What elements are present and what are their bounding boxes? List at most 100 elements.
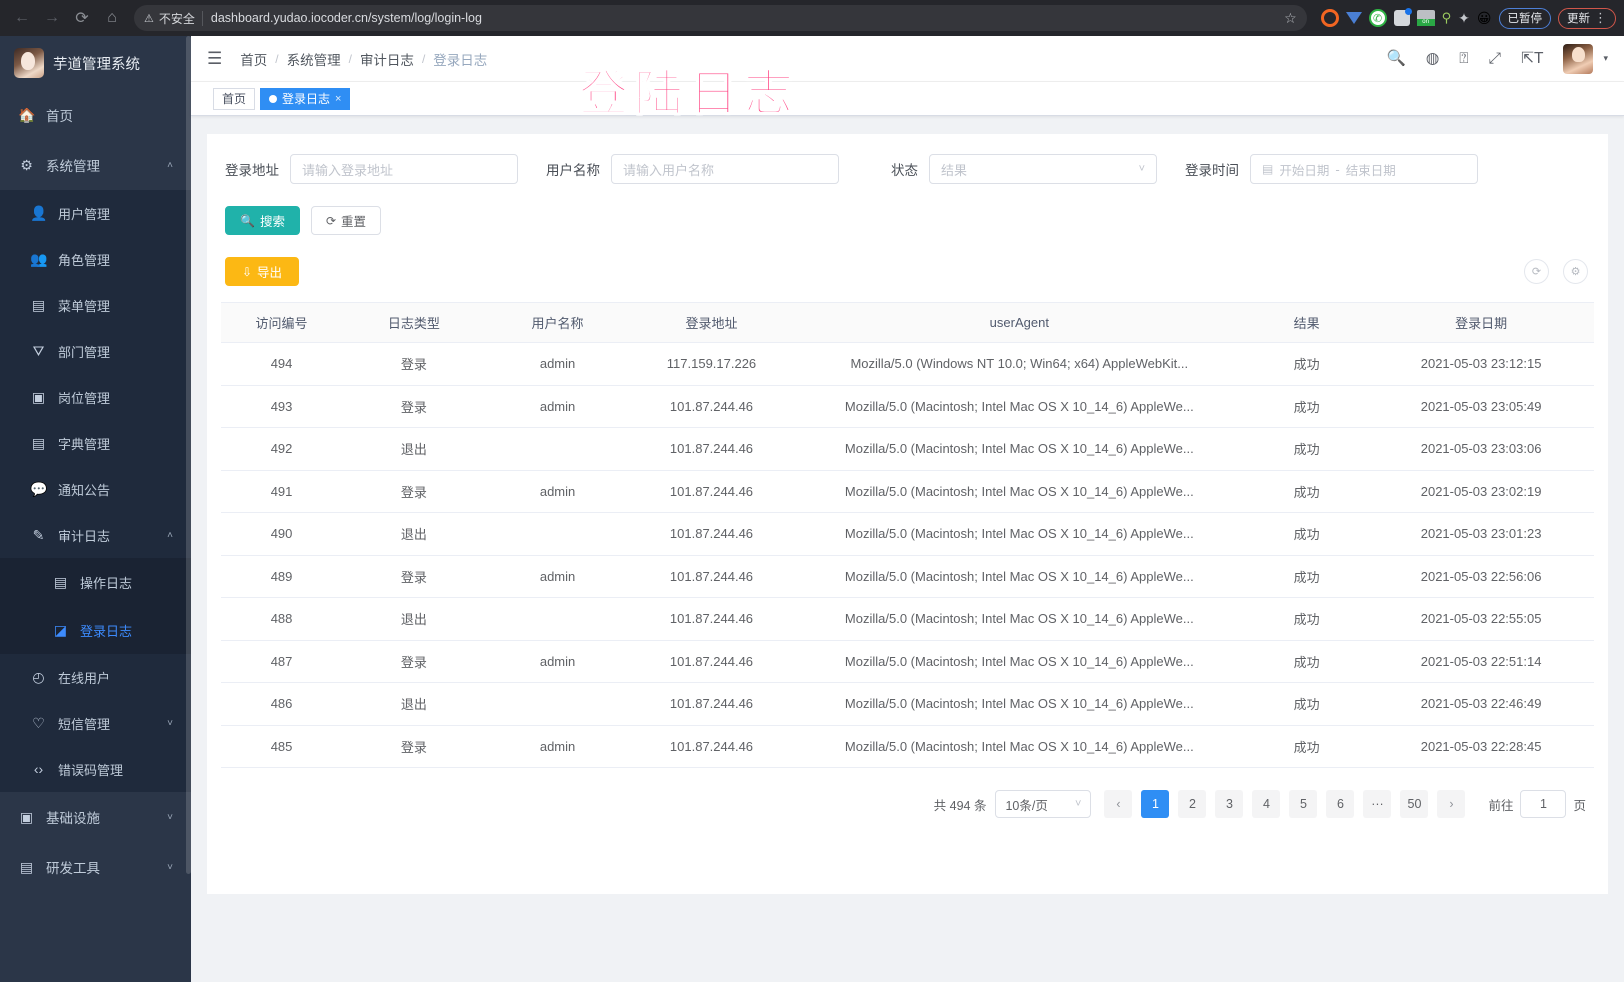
- sidebar-scrollbar[interactable]: [186, 36, 191, 874]
- breadcrumb-item-system[interactable]: 系统管理: [286, 52, 341, 68]
- translate-extension-icon[interactable]: [1416, 10, 1435, 26]
- breadcrumb-item-home[interactable]: 首页: [240, 52, 268, 68]
- active-dot-icon: [269, 94, 278, 103]
- page-button-2[interactable]: 2: [1178, 790, 1207, 818]
- end-date-placeholder: 结束日期: [1345, 163, 1396, 178]
- page-button-4[interactable]: 4: [1252, 790, 1281, 818]
- sidebar-item-online-user[interactable]: ◴ 在线用户: [0, 654, 191, 700]
- table-row[interactable]: 488 退出 101.87.244.46 Mozilla/5.0 (Macintosh…: [221, 597, 1594, 641]
- search-icon[interactable]: 🔍: [1386, 49, 1406, 67]
- reset-button[interactable]: ⟳ 重置: [310, 206, 382, 235]
- table-row[interactable]: 491 登录 admin 101.87.244.46 Mozilla/5.0 (Maci…: [221, 470, 1594, 513]
- puzzle-extension-icon[interactable]: ✦: [1458, 9, 1470, 26]
- wechat-extension-icon[interactable]: ✆: [1368, 9, 1387, 27]
- fullscreen-icon[interactable]: ⤢: [1488, 49, 1501, 67]
- table-row[interactable]: 487 登录 admin 101.87.244.46 Mozilla/5.0 (Maci…: [221, 640, 1594, 683]
- address-bar[interactable]: ⚠ 不安全 dashboard.yudao.iocoder.cn/system/…: [134, 5, 1307, 31]
- table-row[interactable]: 485 登录 admin 101.87.244.46 Mozilla/5.0 (Maci…: [221, 725, 1594, 768]
- column-header-user[interactable]: 用户名称: [485, 302, 630, 343]
- reload-icon: ⟳: [75, 10, 89, 27]
- search-button[interactable]: 🔍 搜索: [225, 206, 300, 235]
- sidebar-item-menu-mgmt[interactable]: ▤ 菜单管理: [0, 282, 191, 328]
- emoji-extension-icon[interactable]: 😀: [1476, 9, 1492, 26]
- refresh-icon[interactable]: ⟳: [1524, 259, 1549, 284]
- update-button[interactable]: 更新 ⋮: [1558, 7, 1616, 29]
- column-header-ua[interactable]: userAgent: [793, 302, 1246, 343]
- sidebar-item-dept-mgmt[interactable]: ⛛ 部门管理: [0, 328, 191, 374]
- paused-badge[interactable]: 已暂停: [1498, 7, 1551, 29]
- home-button[interactable]: ⌂: [98, 4, 126, 32]
- pin-extension-icon[interactable]: ⚲: [1441, 10, 1452, 25]
- cell-date: 2021-05-03 22:46:49: [1368, 682, 1594, 726]
- kebab-menu-icon[interactable]: ⋮: [1594, 10, 1607, 25]
- column-header-id[interactable]: 访问编号: [221, 302, 343, 343]
- table-row[interactable]: 489 登录 admin 101.87.244.46 Mozilla/5.0 (Maci…: [221, 555, 1594, 598]
- help-icon[interactable]: ⍰: [1459, 49, 1469, 67]
- page-button-6[interactable]: 6: [1326, 790, 1355, 818]
- cell-result: 成功: [1245, 512, 1369, 556]
- sidebar-item-audit-log[interactable]: ✎ 审计日志 ˄: [0, 512, 191, 558]
- page-button-5[interactable]: 5: [1289, 790, 1318, 818]
- table-row[interactable]: 490 退出 101.87.244.46 Mozilla/5.0 (Macintosh…: [221, 512, 1594, 556]
- github-icon[interactable]: ◍: [1425, 49, 1440, 67]
- avatar[interactable]: [1563, 43, 1594, 74]
- diamond-extension-icon[interactable]: [1345, 12, 1362, 24]
- username-input[interactable]: 请输入用户名称: [611, 154, 839, 184]
- column-header-ip[interactable]: 登录地址: [629, 302, 794, 343]
- sidebar-item-dict-mgmt[interactable]: ▤ 字典管理: [0, 420, 191, 466]
- forward-button[interactable]: →: [38, 4, 66, 32]
- table-row[interactable]: 492 退出 101.87.244.46 Mozilla/5.0 (Macintosh…: [221, 427, 1594, 471]
- chevron-down-icon[interactable]: ▾: [1603, 53, 1608, 63]
- sidebar-item-user-mgmt[interactable]: 👤 用户管理: [0, 190, 191, 236]
- cell-user: [485, 512, 630, 556]
- cell-user: admin: [485, 640, 630, 683]
- brand[interactable]: 芋道管理系统: [0, 36, 191, 90]
- sidebar-item-dev-tools[interactable]: ▤ 研发工具 ˅: [0, 842, 191, 892]
- sidebar-item-login-log[interactable]: ◪ 登录日志: [0, 606, 191, 654]
- column-header-result[interactable]: 结果: [1245, 302, 1369, 343]
- ring-extension-icon[interactable]: [1320, 9, 1339, 27]
- sidebar-item-notice[interactable]: 💬 通知公告: [0, 466, 191, 512]
- page-size-label: 10条/页: [1005, 798, 1048, 813]
- sidebar-item-infrastructure[interactable]: ▣ 基础设施 ˅: [0, 792, 191, 842]
- bookmark-star-icon[interactable]: ☆: [1284, 9, 1297, 26]
- sidebar-item-sms-mgmt[interactable]: ♡ 短信管理 ˅: [0, 700, 191, 746]
- tags-view: 首页 登录日志 ×: [191, 82, 1624, 116]
- column-settings-icon[interactable]: ⚙: [1563, 259, 1588, 284]
- page-button-1[interactable]: 1: [1141, 790, 1170, 818]
- next-page-button[interactable]: ›: [1437, 790, 1466, 818]
- sidebar-item-home[interactable]: 🏠 首页: [0, 90, 191, 140]
- breadcrumb-item-audit[interactable]: 审计日志: [359, 52, 414, 68]
- column-header-type[interactable]: 日志类型: [342, 302, 486, 343]
- back-button[interactable]: ←: [8, 4, 36, 32]
- note-extension-icon[interactable]: [1393, 8, 1412, 26]
- status-select[interactable]: 结果 ˅: [929, 154, 1157, 184]
- page-button-3[interactable]: 3: [1215, 790, 1244, 818]
- table-row[interactable]: 494 登录 admin 117.159.17.226 Mozilla/5.0 (Win…: [221, 342, 1594, 386]
- sidebar-item-error-code[interactable]: ‹› 错误码管理: [0, 746, 191, 792]
- reload-button[interactable]: ⟳: [68, 4, 96, 32]
- login-time-range-picker[interactable]: ▤ 开始日期 - 结束日期: [1250, 154, 1478, 184]
- prev-page-button[interactable]: ‹: [1104, 790, 1133, 818]
- tag-home[interactable]: 首页: [213, 87, 256, 110]
- sidebar-item-system[interactable]: ⚙ 系统管理 ˄: [0, 140, 191, 190]
- table-row[interactable]: 493 登录 admin 101.87.244.46 Mozilla/5.0 (Maci…: [221, 385, 1594, 428]
- page-button-last[interactable]: 50: [1400, 790, 1429, 818]
- font-size-icon[interactable]: ⇱T: [1521, 49, 1544, 67]
- login-addr-input[interactable]: 请输入登录地址: [290, 154, 518, 184]
- sidebar-item-role-mgmt[interactable]: 👥 角色管理: [0, 236, 191, 282]
- close-icon[interactable]: ×: [335, 92, 342, 105]
- cell-ua: Mozilla/5.0 (Macintosh; Intel Mac OS X 1…: [793, 597, 1246, 641]
- jumper-input[interactable]: 1: [1520, 790, 1567, 818]
- table-row[interactable]: 486 退出 101.87.244.46 Mozilla/5.0 (Macintosh…: [221, 682, 1594, 726]
- sidebar-item-operation-log[interactable]: ▤ 操作日志: [0, 558, 191, 606]
- tag-login-log[interactable]: 登录日志 ×: [260, 87, 351, 110]
- cell-ip: 101.87.244.46: [629, 512, 794, 556]
- insecure-warning-icon: ⚠: [144, 12, 154, 25]
- page-size-select[interactable]: 10条/页 ˅: [995, 790, 1092, 818]
- column-header-date[interactable]: 登录日期: [1368, 302, 1594, 343]
- page-ellipsis[interactable]: ···: [1363, 790, 1392, 818]
- hamburger-icon[interactable]: ☰: [207, 49, 223, 68]
- export-button[interactable]: ⇩ 导出: [225, 257, 299, 286]
- sidebar-item-post-mgmt[interactable]: ▣ 岗位管理: [0, 374, 191, 420]
